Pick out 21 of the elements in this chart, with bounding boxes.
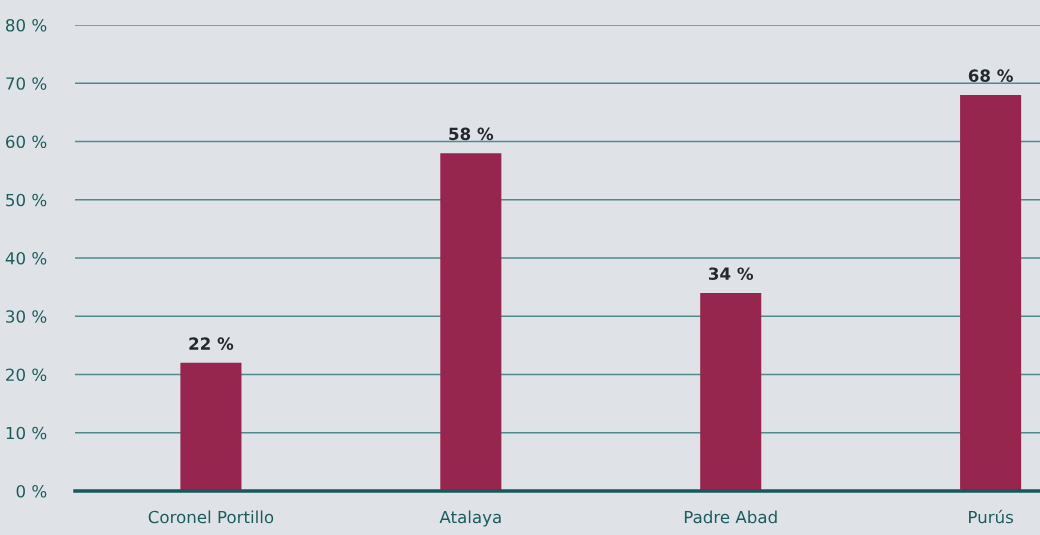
y-tick-label: 30 % (6, 310, 47, 323)
y-tick-label: 50 % (6, 193, 47, 207)
y-tick-label: 0 % (16, 484, 47, 498)
data-label: 68 % (968, 69, 1013, 82)
data-label: 22 % (189, 337, 234, 350)
x-tick-label: Padre Abad (684, 510, 777, 524)
bar (960, 94, 1022, 491)
bar (180, 362, 242, 491)
y-tick-label: 20 % (6, 368, 47, 382)
bar (700, 292, 762, 491)
data-label: 58 % (449, 127, 494, 141)
y-tick-label: 60 % (6, 135, 47, 149)
y-tick-label: 80 % (6, 18, 47, 32)
x-tick-label: Atalaya (439, 510, 501, 527)
y-tick-label: 40 % (5, 251, 47, 265)
data-label: 34 % (708, 267, 754, 280)
x-tick-label: Purús (969, 509, 1014, 524)
bar (440, 153, 502, 491)
y-tick-label: 10 % (6, 426, 47, 440)
x-tick-label: Coronel Portillo (148, 510, 274, 524)
y-tick-label: 70 % (6, 77, 47, 90)
